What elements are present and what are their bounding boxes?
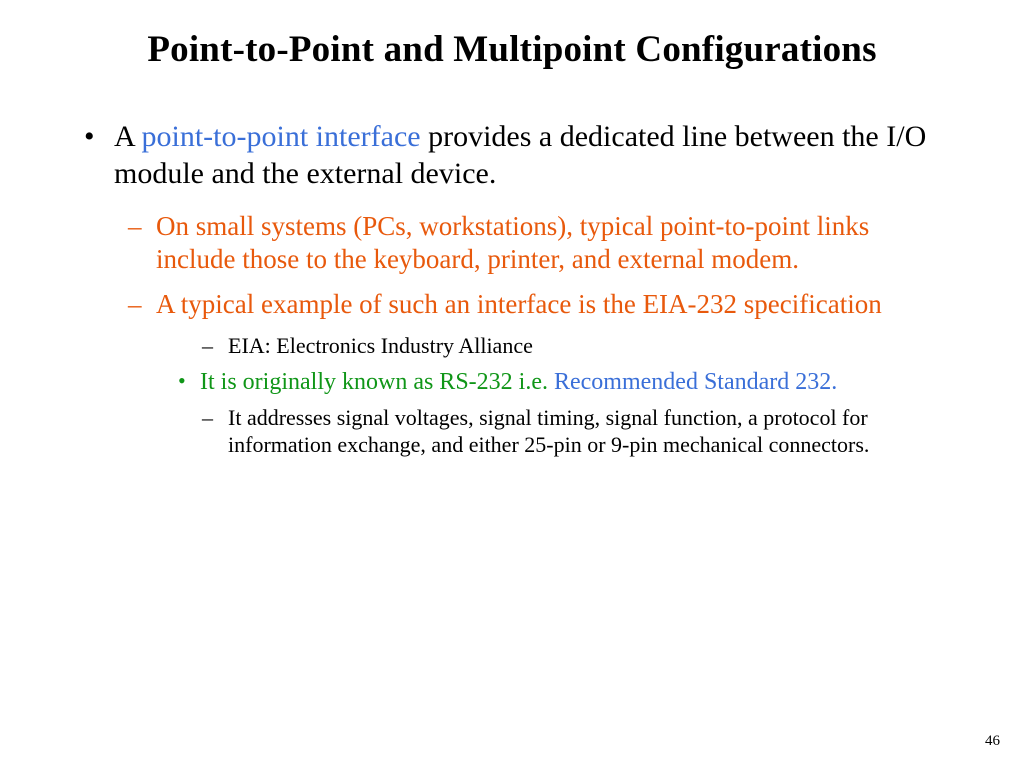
rs232-blue: Recommended Standard 232.	[554, 369, 837, 395]
page-number: 46	[985, 733, 1000, 750]
sub2-text: A typical example of such an interface i…	[156, 289, 882, 319]
eia-text: EIA: Electronics Industry Alliance	[228, 333, 533, 358]
rs232-green: It is originally known as RS-232 i.e.	[200, 369, 554, 395]
slide-title: Point-to-Point and Multipoint Configurat…	[70, 28, 954, 71]
bullet-level2-b: A typical example of such an interface i…	[70, 288, 954, 321]
bullet-level3-eia: EIA: Electronics Industry Alliance	[70, 333, 954, 360]
bullet-list: A point-to-point interface provides a de…	[70, 119, 954, 459]
bullet-level3-detail: It addresses signal voltages, signal tim…	[70, 405, 954, 459]
sub1-text: On small systems (PCs, workstations), ty…	[156, 211, 869, 274]
detail-text: It addresses signal voltages, signal tim…	[228, 405, 869, 457]
slide: Point-to-Point and Multipoint Configurat…	[0, 0, 1024, 768]
bullet-level2-a: On small systems (PCs, workstations), ty…	[70, 210, 954, 276]
bullet1-pre: A	[114, 120, 142, 153]
bullet-level1: A point-to-point interface provides a de…	[70, 119, 954, 192]
bullet1-term: point-to-point interface	[142, 120, 421, 153]
bullet-level3-rs232: It is originally known as RS-232 i.e. Re…	[70, 368, 954, 397]
